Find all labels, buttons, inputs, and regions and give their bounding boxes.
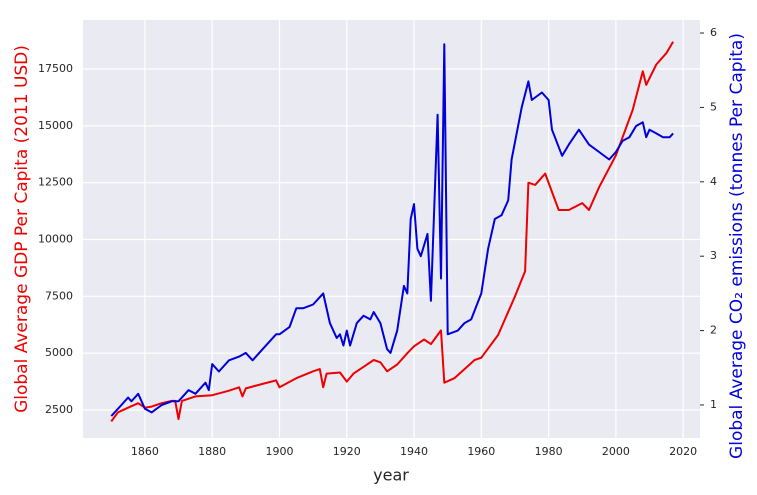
- y-axis-label: Global Average GDP Per Capita (2011 USD): [12, 45, 32, 413]
- x-tick-label: 1980: [535, 445, 563, 458]
- y-tick-label: 12500: [38, 176, 73, 189]
- x-axis-label: year: [373, 466, 409, 485]
- x-tick-label: 2000: [602, 445, 630, 458]
- x-tick-label: 1880: [198, 445, 226, 458]
- x-tick-label: 2020: [669, 445, 697, 458]
- plot-area: [83, 20, 700, 438]
- y2-tick-label: 2: [710, 324, 717, 337]
- x-tick-label: 1900: [265, 445, 293, 458]
- x-tick-label: 1920: [333, 445, 361, 458]
- x-tick-label: 1960: [467, 445, 495, 458]
- y2-axis-label: Global Average CO₂ emissions (tonnes Per…: [727, 33, 747, 459]
- x-tick-label: 1860: [131, 445, 159, 458]
- data-line: [110, 41, 674, 422]
- y2-tick-label: 3: [710, 249, 717, 262]
- y2-tick-label: 5: [710, 100, 717, 113]
- y-tick-label: 17500: [38, 62, 73, 75]
- y2-tick-label: 4: [710, 175, 717, 188]
- y-tick-label: 5000: [45, 346, 73, 359]
- data-line: [110, 43, 674, 417]
- y-tick-label: 10000: [38, 233, 73, 246]
- y-tick-label: 15000: [38, 119, 73, 132]
- y-tick-label: 7500: [45, 289, 73, 302]
- lines: [110, 41, 674, 422]
- grid: [83, 20, 700, 438]
- x-tick-label: 1940: [400, 445, 428, 458]
- y-tick-label: 2500: [45, 403, 73, 416]
- y2-tick-label: 1: [710, 398, 717, 411]
- y2-tick-label: 6: [710, 26, 717, 39]
